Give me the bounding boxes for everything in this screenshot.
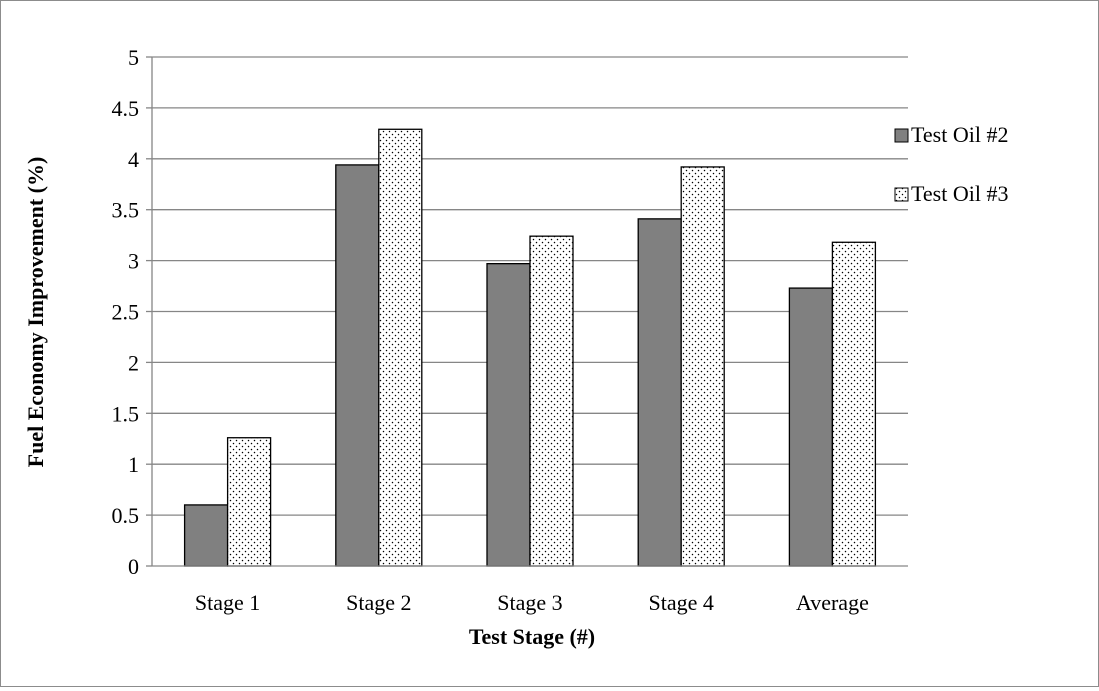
bar-test-oil-2-average (788, 287, 834, 567)
y-tick-label: 4.5 (112, 96, 140, 121)
y-tick-label: 3 (128, 249, 139, 274)
y-tick-label: 1.5 (112, 401, 140, 426)
bar-test-oil-3-stage-3 (529, 235, 574, 567)
x-tick-label: Stage 2 (346, 590, 411, 615)
y-tick-label: 2 (128, 350, 139, 375)
y-tick-label: 4 (128, 147, 139, 172)
y-tick-labels: 0 0.5 1 1.5 2 2.5 3 3.5 4 4.5 5 (112, 45, 140, 579)
bar-test-oil-2-stage-1 (183, 504, 229, 567)
y-tick-label: 0 (128, 554, 139, 579)
bar-test-oil-2-stage-4 (637, 218, 682, 567)
x-tick-label: Stage 3 (497, 590, 562, 615)
legend-swatch-test-oil-3 (894, 187, 909, 202)
x-tick-label: Stage 1 (195, 590, 260, 615)
y-tick-label: 0.5 (112, 503, 140, 528)
x-tick-label: Stage 4 (649, 590, 714, 615)
legend-label-test-oil-3: Test Oil #3 (911, 181, 1008, 206)
legend-swatch-test-oil-2 (894, 128, 909, 143)
y-tick-label: 3.5 (112, 198, 140, 223)
axes (151, 57, 908, 567)
bar-test-oil-3-stage-4 (680, 166, 725, 567)
x-tick-labels: Stage 1 Stage 2 Stage 3 Stage 4 Average (195, 590, 869, 615)
bar-test-oil-3-stage-2 (378, 128, 423, 567)
x-tick-label: Average (796, 590, 869, 615)
y-axis-title: Fuel Economy Improvement (%) (23, 157, 48, 468)
y-tick-label: 1 (128, 452, 139, 477)
bar-test-oil-3-average (831, 241, 877, 567)
legend: Test Oil #2 Test Oil #3 (894, 122, 1008, 206)
legend-label-test-oil-2: Test Oil #2 (911, 122, 1008, 147)
x-axis-title: Test Stage (#) (469, 624, 595, 649)
y-tick-label: 5 (128, 45, 139, 70)
bars (183, 128, 877, 567)
bar-test-oil-3-stage-1 (226, 437, 272, 567)
y-tick-label: 2.5 (112, 300, 140, 325)
bar-test-oil-2-stage-2 (335, 164, 380, 567)
bar-test-oil-2-stage-3 (486, 263, 531, 567)
